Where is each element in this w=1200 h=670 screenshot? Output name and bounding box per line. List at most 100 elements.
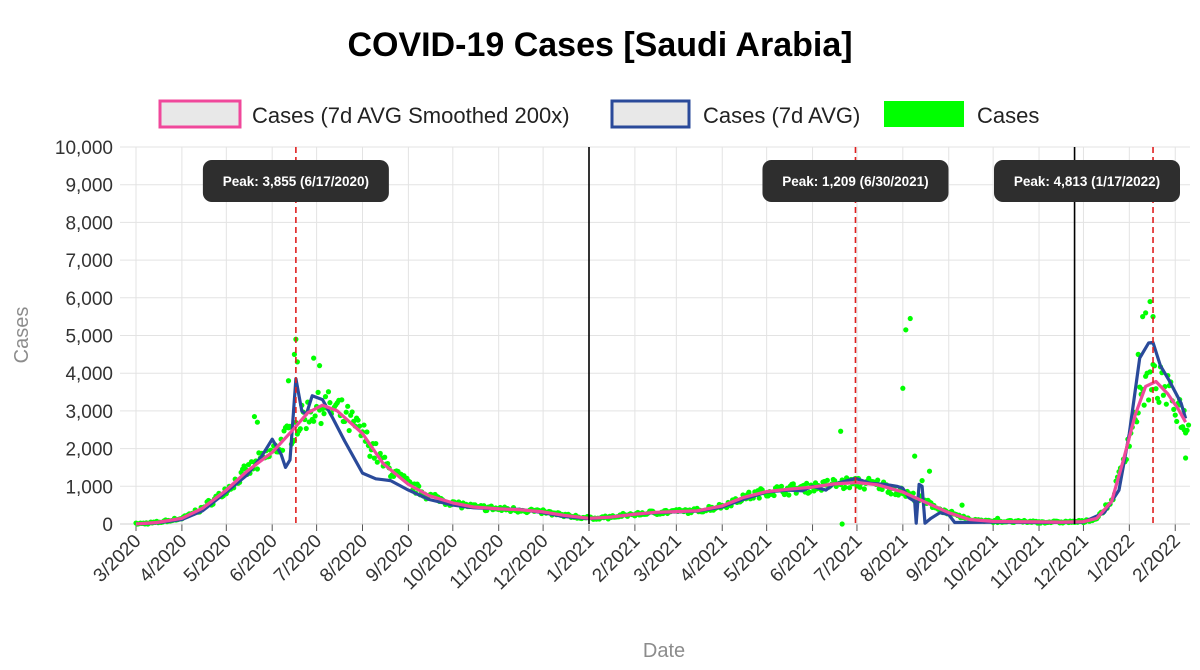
legend: Cases (7d AVG Smoothed 200x) Cases (7d A…: [158, 99, 1039, 129]
cases-point: [374, 459, 380, 465]
cases-point: [1134, 419, 1140, 425]
reference-lines: [588, 147, 1076, 524]
legend-label-7d-avg: Cases (7d AVG): [703, 103, 860, 128]
x-tick-label: 1/2022: [1083, 531, 1139, 587]
y-axis-title: Cases: [11, 307, 33, 364]
cases-point: [371, 455, 377, 461]
cases-point: [345, 403, 351, 409]
y-tick-label: 1,000: [65, 477, 113, 498]
y-tick-label: 4,000: [65, 364, 113, 385]
cases-point: [1182, 455, 1189, 461]
cases-point: [254, 466, 260, 472]
cases-point: [1181, 427, 1187, 433]
y-tick-label: 8,000: [65, 213, 113, 234]
cases-point: [1174, 418, 1180, 425]
peak-label-box: [762, 160, 949, 202]
peak-label: Peak: 1,209 (6/30/2021): [782, 174, 928, 189]
legend-label-smoothed: Cases (7d AVG Smoothed 200x): [252, 103, 570, 128]
cases-point: [315, 389, 321, 395]
y-tick-label: 0: [102, 515, 113, 536]
cases-point: [325, 389, 332, 395]
cases-point: [912, 453, 918, 459]
legend-swatch-7d-avg: [610, 99, 691, 129]
legend-label-cases: Cases: [977, 103, 1039, 128]
x-tick-label: 8/2020: [316, 531, 372, 587]
cases-point: [349, 409, 355, 415]
cases-point: [382, 454, 388, 460]
peak-label-box: [202, 160, 389, 202]
cases-point: [303, 425, 309, 432]
cases-point: [907, 315, 913, 322]
peak-label-box: [994, 160, 1180, 202]
cases-point: [786, 492, 792, 498]
cases-point: [364, 429, 370, 435]
cases-point: [1185, 422, 1192, 428]
series-line-smoothed: [135, 379, 1187, 526]
cases-point: [356, 423, 363, 429]
cases-point: [1153, 386, 1159, 392]
cases-point: [771, 492, 777, 499]
cases-point: [346, 427, 352, 434]
cases-point: [1163, 401, 1169, 407]
cases-point: [842, 484, 848, 490]
x-tick-label: 3/2020: [90, 531, 146, 587]
cases-point: [1141, 402, 1147, 408]
y-tick-label: 9,000: [65, 176, 113, 197]
y-tick-label: 2,000: [65, 440, 113, 461]
y-tick-label: 7,000: [65, 251, 113, 272]
cases-point: [316, 363, 323, 369]
cases-point: [1160, 392, 1166, 398]
cases-point: [254, 419, 260, 425]
legend-swatch-cases: [884, 101, 964, 127]
y-tick-label: 10,000: [55, 138, 113, 159]
cases-point: [322, 394, 329, 400]
cases-point: [804, 480, 810, 486]
cases-point: [1150, 314, 1156, 320]
series-line-7d-avg: [135, 340, 1188, 526]
x-axis-title: Date: [643, 640, 685, 662]
cases-point: [919, 478, 925, 484]
cases-point: [251, 413, 258, 420]
cases-point: [875, 477, 881, 483]
cases-point: [285, 378, 292, 384]
x-tick-label: 5/2021: [720, 531, 776, 587]
x-tick-label: 7/2021: [811, 531, 867, 587]
x-tick-label: 4/2020: [135, 531, 191, 587]
x-tick-label: 7/2020: [270, 531, 326, 587]
cases-point: [1140, 314, 1146, 320]
cases-point: [994, 515, 1001, 521]
y-tick-label: 6,000: [65, 289, 113, 310]
legend-swatch-smoothed: [158, 99, 242, 129]
cases-point: [1147, 369, 1153, 375]
x-tick-label: 8/2021: [856, 531, 912, 587]
x-axis: 3/20204/20205/20206/20207/20208/20209/20…: [90, 523, 1190, 594]
chart-title: COVID-19 Cases [Saudi Arabia]: [347, 26, 852, 64]
cases-point: [900, 385, 906, 391]
series-lines: [135, 340, 1188, 526]
cases-point: [373, 440, 379, 447]
cases-point: [756, 495, 762, 501]
cases-point: [959, 502, 965, 508]
cases-point: [1143, 310, 1149, 316]
cases-point: [838, 428, 844, 434]
cases-point: [1147, 298, 1153, 305]
cases-point: [895, 492, 902, 498]
grid: [120, 146, 1190, 525]
cases-point: [926, 468, 933, 474]
cases-point: [311, 418, 317, 424]
y-tick-label: 3,000: [65, 402, 113, 423]
cases-point: [806, 489, 813, 495]
cases-point: [1172, 412, 1178, 418]
cases-point: [888, 491, 894, 497]
cases-point: [311, 355, 317, 361]
cases-point: [1156, 399, 1162, 405]
cases-point: [355, 417, 361, 423]
cases-point: [343, 409, 349, 415]
cases-point: [861, 486, 867, 492]
cases-point: [319, 406, 326, 412]
x-tick-label: 6/2020: [226, 531, 282, 587]
cases-point: [903, 327, 909, 333]
cases-point: [312, 413, 318, 419]
cases-point: [857, 484, 863, 490]
